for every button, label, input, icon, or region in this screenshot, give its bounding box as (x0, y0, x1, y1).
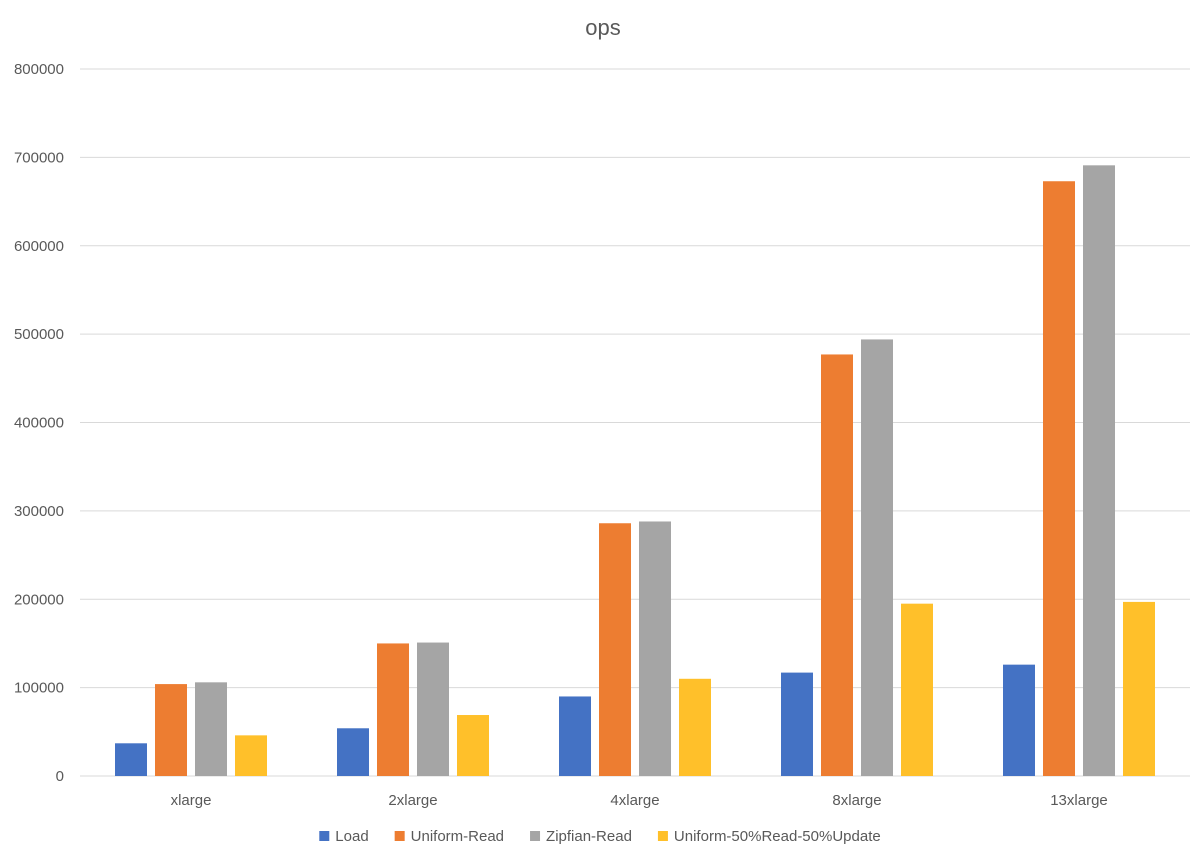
gridlines (80, 68, 1190, 777)
chart-title: ops (585, 15, 620, 40)
bars (115, 165, 1155, 777)
y-tick-label: 600000 (14, 238, 64, 255)
legend: Load Uniform-Read Zipfian-Read Uniform-50%R… (319, 828, 881, 845)
bar-uniform-read-xlarge (155, 684, 187, 776)
bar-load-13xlarge (1003, 664, 1035, 776)
legend-label: Uniform-Read (411, 828, 504, 845)
y-tick-label: 500000 (14, 326, 64, 343)
y-tick-label: 800000 (14, 61, 64, 78)
bar-zipfian-read-2xlarge (417, 642, 449, 776)
legend-swatch (394, 831, 405, 841)
bar-load-2xlarge (337, 728, 369, 776)
bar-load-8xlarge (781, 672, 813, 776)
y-tick-label: 200000 (14, 591, 64, 608)
legend-item-load: Load (319, 828, 369, 845)
bar-uniform-50-read-50-update-xlarge (235, 735, 267, 776)
bar-zipfian-read-4xlarge (639, 521, 671, 776)
bar-uniform-read-4xlarge (599, 523, 631, 776)
bar-zipfian-read-xlarge (195, 682, 227, 776)
x-axis-tick-labels: xlarge 2xlarge 4xlarge 8xlarge 13xlarge (171, 792, 1108, 809)
bar-zipfian-read-8xlarge (861, 339, 893, 776)
bar-load-xlarge (115, 743, 147, 776)
y-tick-label: 300000 (14, 503, 64, 520)
x-tick-label: 13xlarge (1050, 792, 1108, 809)
legend-item-zipfian-read: Zipfian-Read (530, 828, 632, 845)
y-axis-tick-labels: 0 100000 200000 300000 400000 500000 600000 700… (14, 61, 64, 785)
bar-uniform-read-8xlarge (821, 354, 853, 776)
bar-uniform-read-13xlarge (1043, 181, 1075, 776)
bar-uniform-50-read-50-update-4xlarge (679, 678, 711, 776)
bar-uniform-50-read-50-update-8xlarge (901, 603, 933, 776)
x-tick-label: 4xlarge (610, 792, 659, 809)
y-tick-label: 0 (56, 768, 64, 785)
legend-swatch (319, 831, 330, 841)
bar-load-4xlarge (559, 696, 591, 776)
y-tick-label: 700000 (14, 149, 64, 166)
y-tick-label: 100000 (14, 680, 64, 697)
legend-swatch (530, 831, 541, 841)
bar-uniform-50-read-50-update-2xlarge (457, 715, 489, 776)
legend-item-uniform-50-read-50-update: Uniform-50%Read-50%Update (657, 828, 881, 845)
x-tick-label: 2xlarge (388, 792, 437, 809)
bar-uniform-read-2xlarge (377, 643, 409, 776)
legend-swatch (657, 831, 668, 841)
legend-item-uniform-read: Uniform-Read (394, 828, 504, 845)
x-tick-label: 8xlarge (832, 792, 881, 809)
bar-uniform-50-read-50-update-13xlarge (1123, 601, 1155, 776)
y-tick-label: 400000 (14, 415, 64, 432)
legend-label: Uniform-50%Read-50%Update (674, 828, 881, 845)
legend-label: Zipfian-Read (546, 828, 632, 845)
legend-label: Load (335, 828, 368, 845)
bar-zipfian-read-13xlarge (1083, 165, 1115, 777)
x-tick-label: xlarge (171, 792, 212, 809)
